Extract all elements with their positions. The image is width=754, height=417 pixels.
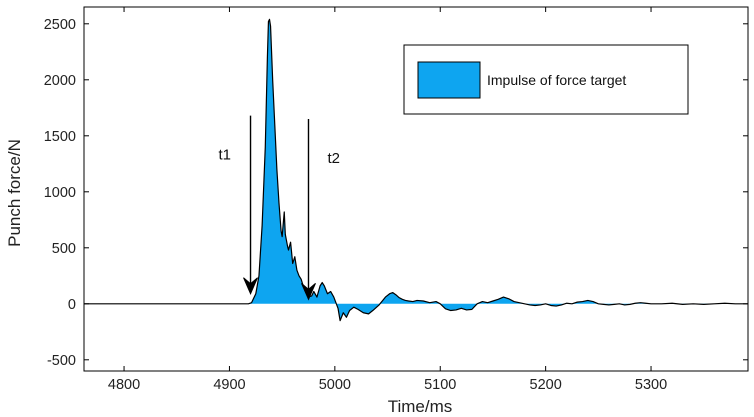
y-tick-label: 1500 bbox=[44, 129, 76, 145]
x-tick-label: 5200 bbox=[530, 377, 562, 393]
x-tick-label: 5000 bbox=[319, 377, 351, 393]
y-tick-label: 2000 bbox=[44, 73, 76, 89]
annotations: t1 t2 bbox=[219, 115, 340, 301]
y-axis-title: Punch force/N bbox=[5, 139, 24, 247]
y-tick-label: -500 bbox=[47, 353, 76, 369]
x-tick-label: 4800 bbox=[108, 377, 140, 393]
legend-swatch bbox=[417, 61, 481, 99]
y-tick-label: 2500 bbox=[44, 17, 76, 33]
annotation-arrow-head-t1 bbox=[243, 277, 258, 295]
legend-label: Impulse of force target bbox=[487, 72, 626, 88]
x-tick-label: 5300 bbox=[635, 377, 667, 393]
axes: 4800 4900 5000 5100 5200 5300 -500 0 500 1000 1500… bbox=[44, 6, 749, 393]
y-tick-label: 500 bbox=[52, 241, 76, 257]
x-tick-label: 5100 bbox=[424, 377, 456, 393]
x-axis-title: Time/ms bbox=[388, 397, 453, 416]
y-tick-label: 0 bbox=[68, 297, 76, 313]
y-tick-label: 1000 bbox=[44, 185, 76, 201]
annotation-label-t1: t1 bbox=[219, 147, 232, 164]
annotation-label-t2: t2 bbox=[327, 150, 340, 167]
series-line-0 bbox=[84, 18, 748, 322]
x-tick-label: 4900 bbox=[213, 377, 245, 393]
annotation-arrow-head-t2 bbox=[301, 282, 316, 301]
legend: Impulse of force target bbox=[403, 44, 689, 115]
axes-frame bbox=[83, 6, 749, 372]
plot-area bbox=[84, 18, 748, 322]
